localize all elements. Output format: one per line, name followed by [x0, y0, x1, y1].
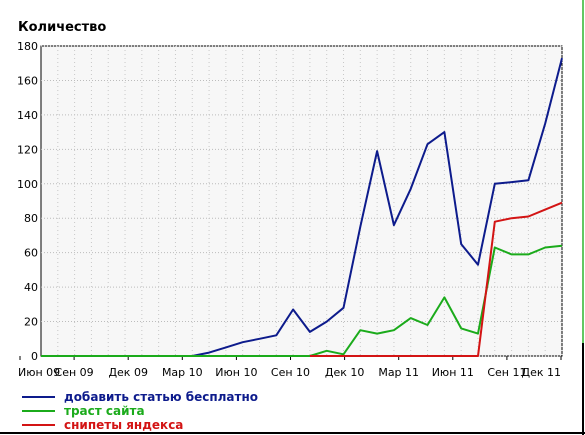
x-tick-label: Мар 11 — [378, 366, 419, 379]
series-line-3 — [309, 201, 563, 357]
y-tick-label: 140 — [17, 109, 38, 122]
legend-label: снипеты яндекса — [64, 418, 183, 432]
y-tick-label: 0 — [31, 350, 38, 363]
legend-label: траст сайта — [64, 404, 145, 418]
plot-area — [40, 45, 563, 357]
y-tick-label: 160 — [17, 74, 38, 87]
y-tick-label: 60 — [24, 247, 38, 260]
x-tick-label: Июн 10 — [215, 366, 257, 379]
x-tick-label: Июн 09 — [18, 366, 60, 379]
y-tick-label: 180 — [17, 40, 38, 53]
y-tick-label: 120 — [17, 143, 38, 156]
x-tick-label: Сен 11 — [487, 366, 526, 379]
y-tick-label: 100 — [17, 178, 38, 191]
x-tick-label: Июн 11 — [432, 366, 474, 379]
series-line-2 — [41, 244, 563, 357]
x-tick-label: Сен 10 — [271, 366, 310, 379]
x-tick-label: Дек 10 — [325, 366, 365, 379]
y-tick-label: 20 — [24, 316, 38, 329]
x-tick-label: Дек 09 — [108, 366, 148, 379]
x-tick-label: Дек 11 — [522, 366, 562, 379]
x-tick-label: Сен 09 — [55, 366, 94, 379]
y-tick-label: 80 — [24, 212, 38, 225]
y-axis-title: Количество — [18, 20, 106, 35]
series-lines — [41, 57, 563, 357]
x-tick-label: Мар 10 — [162, 366, 203, 379]
y-tick-labels: 0 20 40 60 80 100 120 140 160 180 — [17, 40, 38, 363]
legend-label: добавить статью бесплатно — [64, 390, 258, 404]
y-tick-label: 40 — [24, 281, 38, 294]
